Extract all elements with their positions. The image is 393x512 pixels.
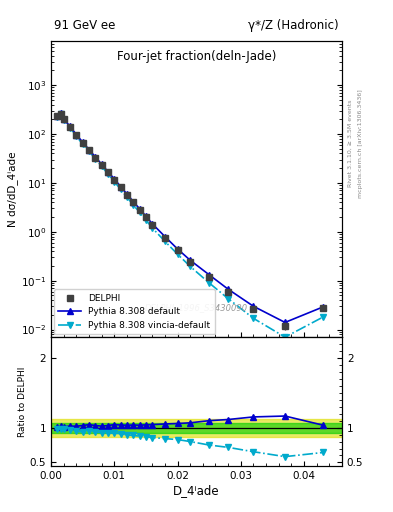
Legend: DELPHI, Pythia 8.308 default, Pythia 8.308 vincia-default: DELPHI, Pythia 8.308 default, Pythia 8.3…	[54, 289, 215, 334]
Text: 91 GeV ee: 91 GeV ee	[54, 19, 116, 32]
Text: mcplots.cern.ch [arXiv:1306.3436]: mcplots.cern.ch [arXiv:1306.3436]	[358, 89, 363, 198]
X-axis label: D_4ⁱade: D_4ⁱade	[173, 483, 220, 497]
Y-axis label: Ratio to DELPHI: Ratio to DELPHI	[18, 367, 27, 437]
Y-axis label: N dσ/dD_4ⁱade: N dσ/dD_4ⁱade	[7, 152, 18, 227]
Text: DELPHI_1996_S3430090: DELPHI_1996_S3430090	[145, 303, 248, 312]
Bar	[51, 423, 342, 433]
Text: γ*/Z (Hadronic): γ*/Z (Hadronic)	[248, 19, 339, 32]
Text: Four-jet fraction(deln-Jade): Four-jet fraction(deln-Jade)	[117, 50, 276, 63]
Bar	[51, 419, 342, 437]
Text: Rivet 3.1.10, ≥ 3.5M events: Rivet 3.1.10, ≥ 3.5M events	[348, 100, 353, 187]
